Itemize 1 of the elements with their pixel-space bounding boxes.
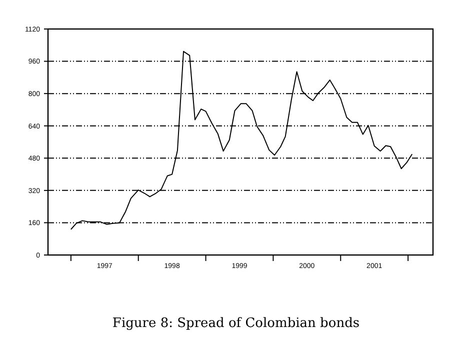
text: Figure 8: Spread of Colombian bonds <box>112 316 360 331</box>
